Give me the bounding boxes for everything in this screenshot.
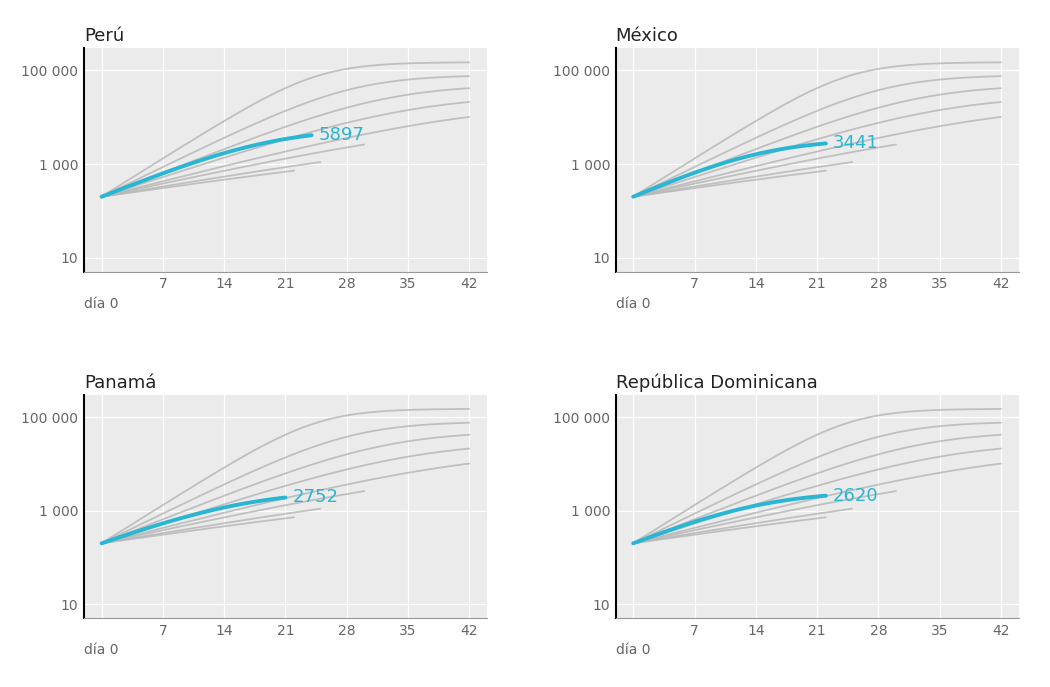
Text: 3441: 3441 bbox=[833, 135, 879, 153]
Text: día 0: día 0 bbox=[84, 643, 119, 657]
Text: 2620: 2620 bbox=[833, 486, 879, 505]
Text: Panamá: Panamá bbox=[84, 374, 156, 392]
Text: México: México bbox=[615, 27, 678, 45]
Text: día 0: día 0 bbox=[84, 297, 119, 311]
Text: día 0: día 0 bbox=[616, 297, 650, 311]
Text: República Dominicana: República Dominicana bbox=[615, 373, 818, 392]
Text: día 0: día 0 bbox=[616, 643, 650, 657]
Text: 5897: 5897 bbox=[319, 126, 364, 144]
Text: 2752: 2752 bbox=[292, 488, 338, 506]
Text: Perú: Perú bbox=[84, 27, 124, 45]
